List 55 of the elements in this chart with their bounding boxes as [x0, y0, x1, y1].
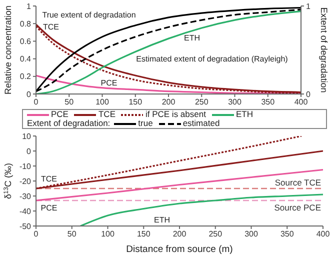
y-tick-label: -10 [19, 162, 32, 171]
y-tick-label: -30 [19, 192, 32, 201]
legend-label: ETH [236, 109, 253, 119]
y-tick-label: -50 [19, 222, 32, 231]
legend-label: true [138, 118, 153, 128]
annotation: ETH [154, 216, 170, 224]
y-axis-title: Relative concentration [3, 5, 13, 95]
y2-axis-title: Extent of degradation [319, 7, 329, 93]
annotation: Estimated extent of degradation (Rayleigh) [136, 54, 288, 64]
x-tick-label: 400 [294, 98, 308, 107]
legend-label: estimated [182, 118, 220, 128]
y2-tick-label: 0 [306, 90, 311, 99]
legend-label: if PCE is absent [145, 109, 206, 119]
legend-label: TCE [98, 109, 116, 119]
y-tick-label: 10 [22, 132, 32, 141]
x-tick-label: 300 [228, 98, 242, 107]
annotation: PCE [100, 78, 118, 88]
y-tick-label: -20 [19, 176, 32, 186]
y2-tick-label: 1 [306, 2, 311, 11]
ref-line-label: Source TCE [274, 178, 322, 188]
x-tick-label: 150 [136, 230, 151, 239]
line-series [36, 168, 323, 202]
y-tick-label: 0.8 [20, 19, 32, 28]
y-tick-label: 0 [26, 90, 32, 99]
y-tick-label: 1 [26, 2, 32, 11]
x-tick-label: 250 [208, 230, 223, 239]
x-tick-label: 0 [34, 230, 39, 239]
x-tick-label: 100 [101, 230, 115, 239]
x-tick-label: 400 [316, 230, 330, 239]
annotation: True extent of degradation [42, 10, 136, 20]
x-tick-label: 100 [96, 98, 110, 107]
annotation: ETH [184, 34, 200, 42]
legend-title: Extent of degradation: [27, 118, 110, 128]
x-tick-label: 150 [128, 98, 143, 107]
y-tick-label: -40 [19, 206, 32, 216]
annotation: TCE [43, 22, 59, 32]
x-tick-label: 0 [34, 98, 39, 107]
ref-line-label: Source PCE [274, 202, 322, 212]
x-tick-label: 50 [64, 98, 74, 107]
x-axis-title: Distance from source (m) [126, 244, 233, 255]
x-tick-label: 200 [162, 98, 176, 107]
x-tick-label: 350 [280, 230, 294, 239]
x-tick-label: 350 [261, 98, 276, 107]
legend-label: PCE [51, 109, 68, 119]
x-tick-label: 250 [194, 98, 209, 107]
y-tick-label: 0.2 [20, 72, 32, 82]
x-tick-label: 50 [67, 230, 77, 239]
y-tick-label: 0 [26, 146, 32, 156]
annotation: TCE [41, 174, 57, 184]
y-tick-label: 0.6 [20, 37, 32, 46]
line-series [80, 194, 323, 226]
annotation: PCE [40, 204, 58, 212]
y-tick-label: 0.4 [20, 54, 32, 64]
x-tick-label: 300 [244, 230, 258, 239]
x-tick-label: 200 [172, 230, 187, 239]
